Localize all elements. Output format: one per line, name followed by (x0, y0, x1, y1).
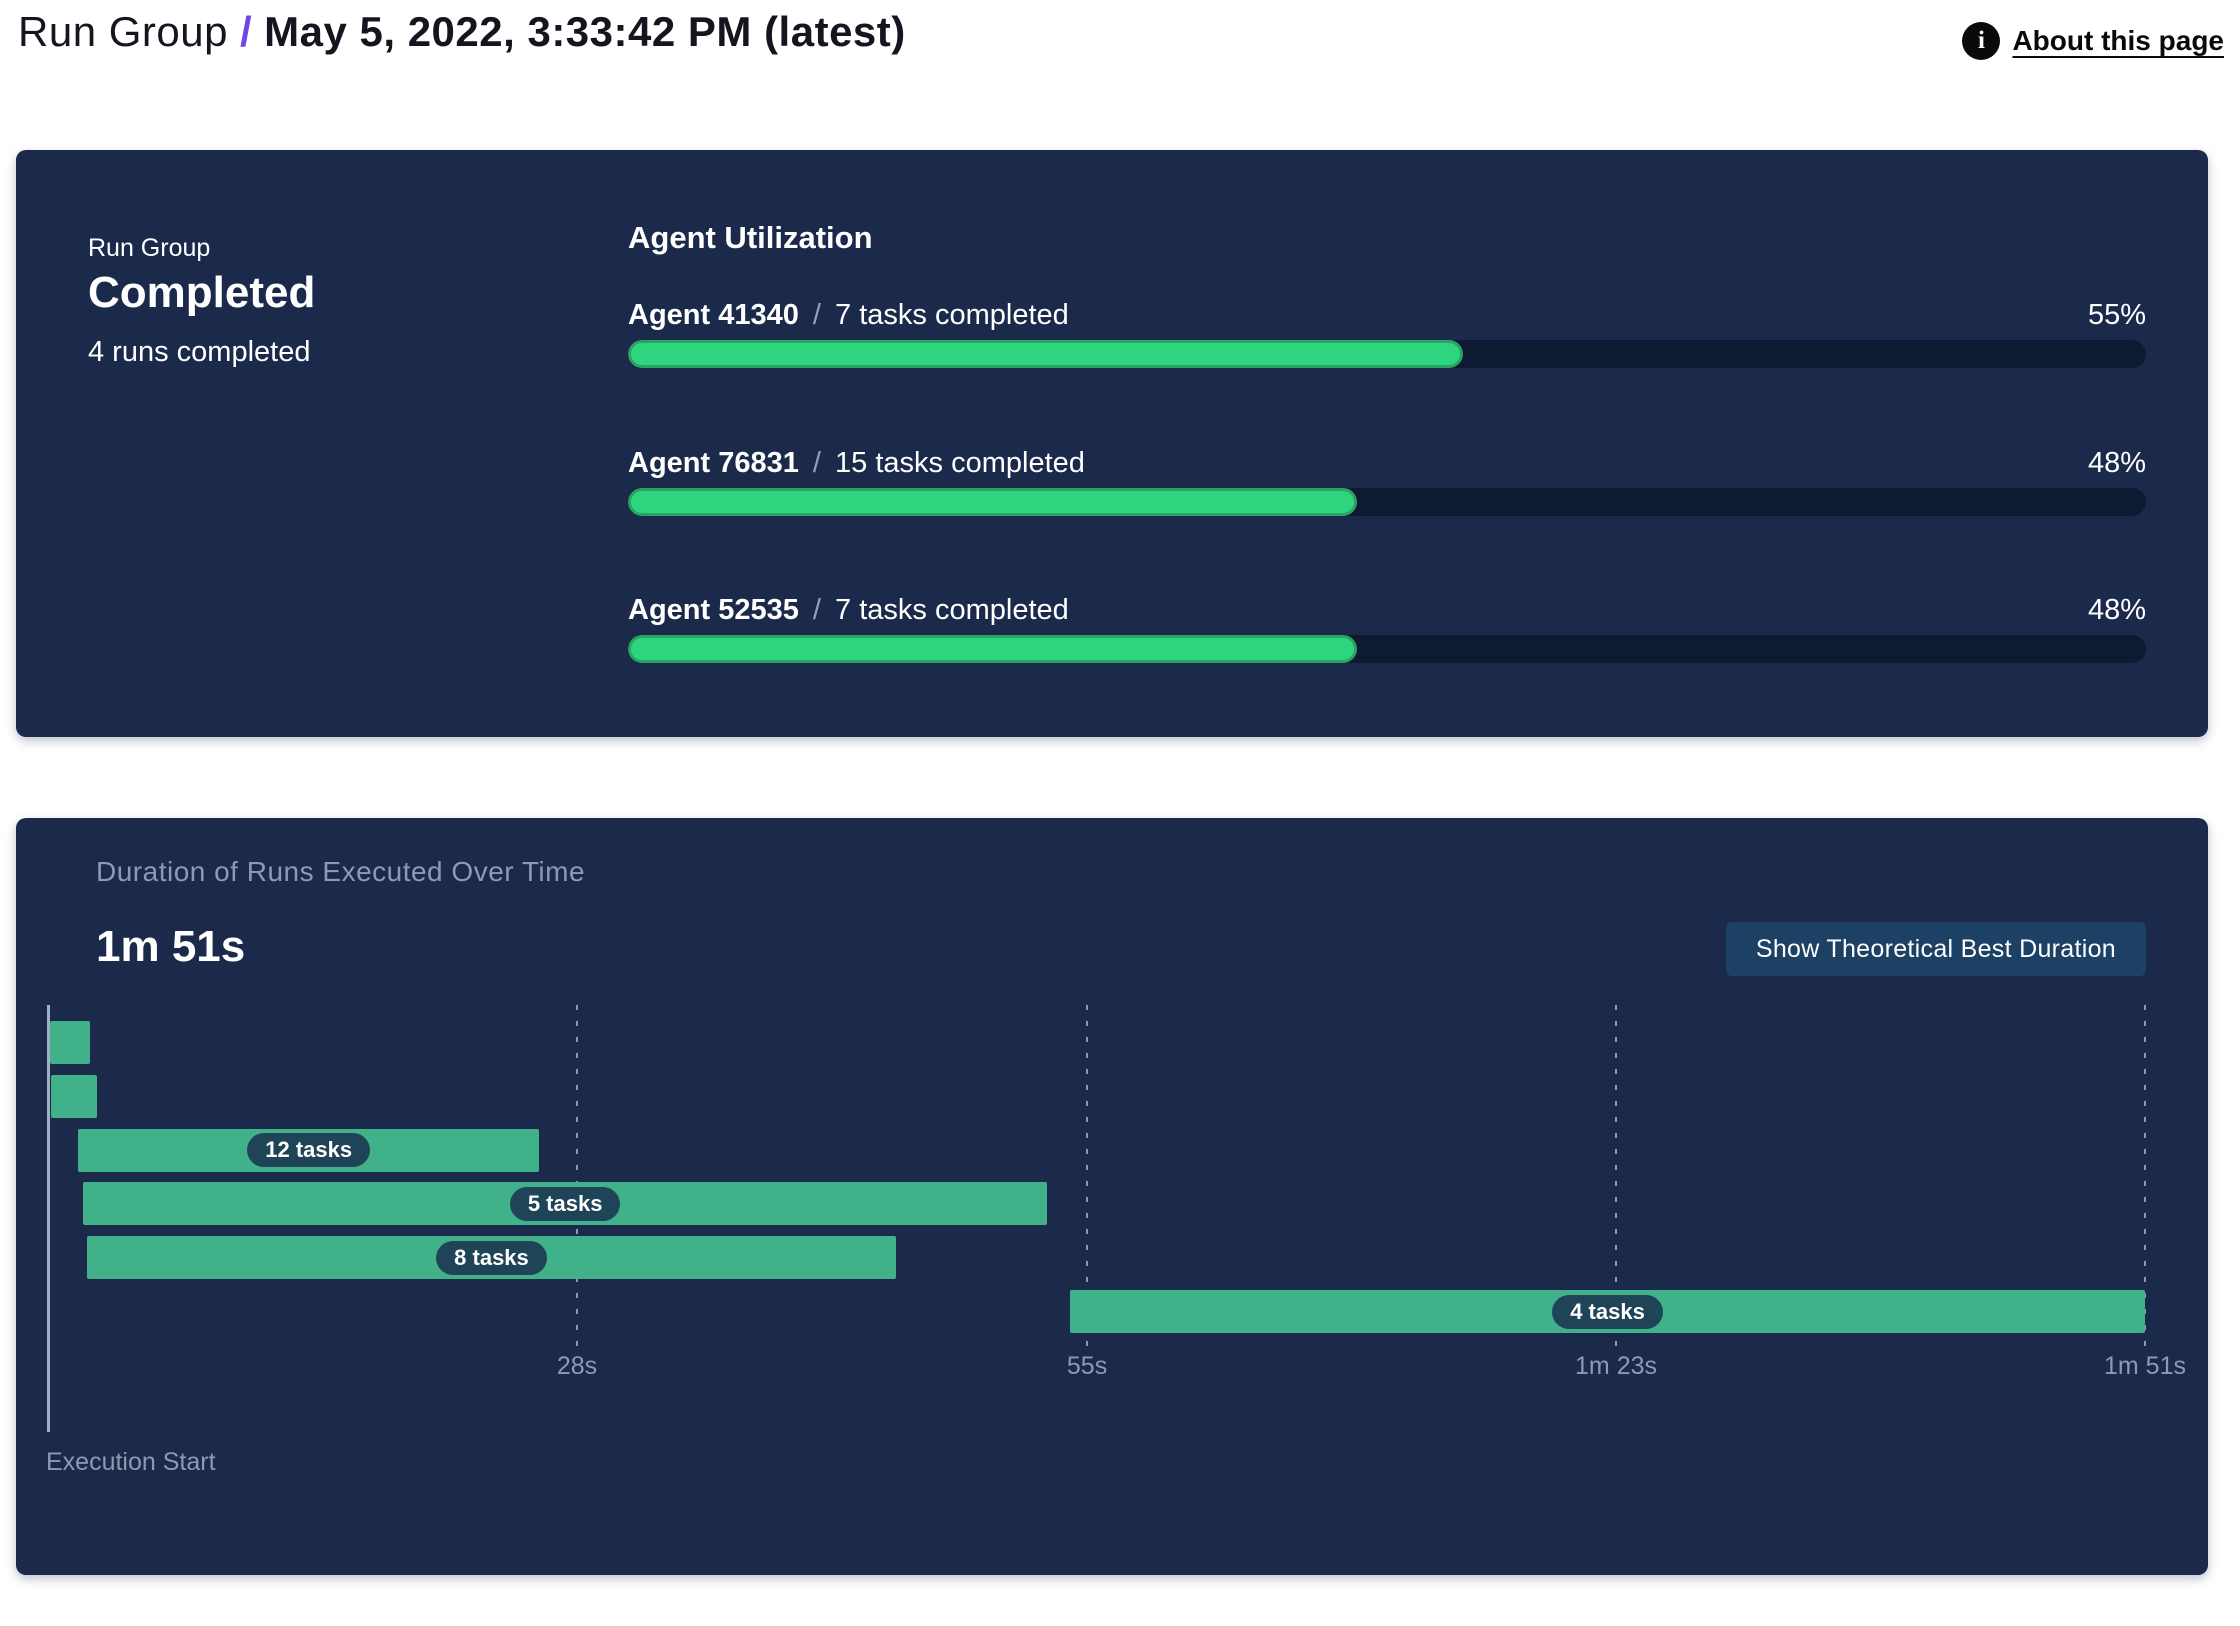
utilization-bar-track (628, 635, 2146, 663)
agent-name: Agent 41340 (628, 299, 799, 331)
agent-tasks-completed: 7 tasks completed (835, 299, 1069, 331)
run-duration-bar[interactable]: 12 tasks (78, 1128, 540, 1172)
duration-chart-title: Duration of Runs Executed Over Time (96, 856, 586, 887)
run-group-status: Completed (88, 268, 316, 317)
run-duration-bar[interactable]: 4 tasks (1070, 1290, 2145, 1333)
run-group-label: Run Group (88, 234, 211, 262)
task-count-badge: 8 tasks (436, 1240, 547, 1275)
breadcrumb-root[interactable]: Run Group (18, 8, 228, 55)
task-count-badge: 4 tasks (1552, 1294, 1663, 1329)
agent-name: Agent 76831 (628, 446, 799, 479)
agent-utilization-percent: 48% (2087, 594, 2146, 626)
x-axis-tick-label: 1m 51s (2104, 1352, 2186, 1380)
run-duration-bar[interactable] (49, 1021, 90, 1064)
duration-panel: Duration of Runs Executed Over Time 1m 5… (16, 818, 2208, 1575)
utilization-bar-fill (628, 487, 1357, 516)
agent-name: Agent 52535 (628, 594, 799, 626)
chart-gridline (1615, 1005, 1618, 1348)
utilization-bar-fill (628, 340, 1463, 368)
run-duration-bar[interactable]: 8 tasks (86, 1236, 897, 1280)
chart-gridline (1086, 1005, 1089, 1348)
utilization-bar-fill (628, 635, 1357, 663)
info-icon: i (1962, 22, 2001, 60)
agent-utilization-percent: 48% (2087, 446, 2146, 479)
agent-separator: / (804, 446, 830, 479)
agent-row: Agent 41340 / 7 tasks completed 55% (628, 297, 2146, 377)
agent-utilization-title: Agent Utilization (628, 220, 873, 255)
page-title: Run Group / May 5, 2022, 3:33:42 PM (lates… (18, 8, 906, 56)
show-theoretical-best-duration-button[interactable]: Show Theoretical Best Duration (1725, 922, 2146, 976)
task-count-badge: 12 tasks (247, 1133, 371, 1168)
runs-completed-count: 4 runs completed (88, 336, 311, 368)
agent-row: Agent 52535 / 7 tasks completed 48% (628, 592, 2146, 672)
agent-separator: / (804, 299, 830, 331)
chart-gridline (2144, 1005, 2146, 1348)
agent-row: Agent 76831 / 15 tasks completed 48% (628, 445, 2146, 525)
gantt-chart: Execution Start 28s 55s 1m 23s 1m 51s 12 tas… (16, 1005, 2208, 1505)
execution-start-label: Execution Start (46, 1448, 216, 1476)
breadcrumb-current: May 5, 2022, 3:33:42 PM (latest) (264, 8, 906, 55)
page-header: Run Group / May 5, 2022, 3:33:42 PM (lates… (0, 0, 2240, 120)
utilization-bar-track (628, 340, 2146, 368)
x-axis-tick-label: 55s (1066, 1352, 1108, 1380)
run-duration-bar[interactable]: 5 tasks (82, 1182, 1048, 1226)
breadcrumb-separator: / (239, 8, 253, 55)
x-axis-tick-label: 1m 23s (1575, 1352, 1657, 1380)
utilization-bar-track (628, 487, 2146, 516)
about-link-label: About this page (2012, 25, 2224, 56)
total-duration-value: 1m 51s (96, 922, 246, 971)
run-summary-panel: Run Group Completed 4 runs completed Age… (16, 150, 2208, 737)
about-this-page-link[interactable]: i About this page (1962, 22, 2224, 60)
x-axis-tick-label: 28s (556, 1352, 598, 1380)
task-count-badge: 5 tasks (509, 1186, 621, 1221)
run-duration-bar[interactable] (50, 1074, 98, 1118)
chart-gridline (575, 1005, 578, 1348)
agent-tasks-completed: 15 tasks completed (835, 446, 1085, 479)
agent-separator: / (804, 594, 830, 626)
agent-utilization-percent: 55% (2087, 299, 2146, 331)
agent-utilization-list: Agent 41340 / 7 tasks completed 55% Agent … (628, 150, 2146, 737)
execution-start-axis (47, 1005, 50, 1432)
agent-tasks-completed: 7 tasks completed (835, 594, 1069, 626)
